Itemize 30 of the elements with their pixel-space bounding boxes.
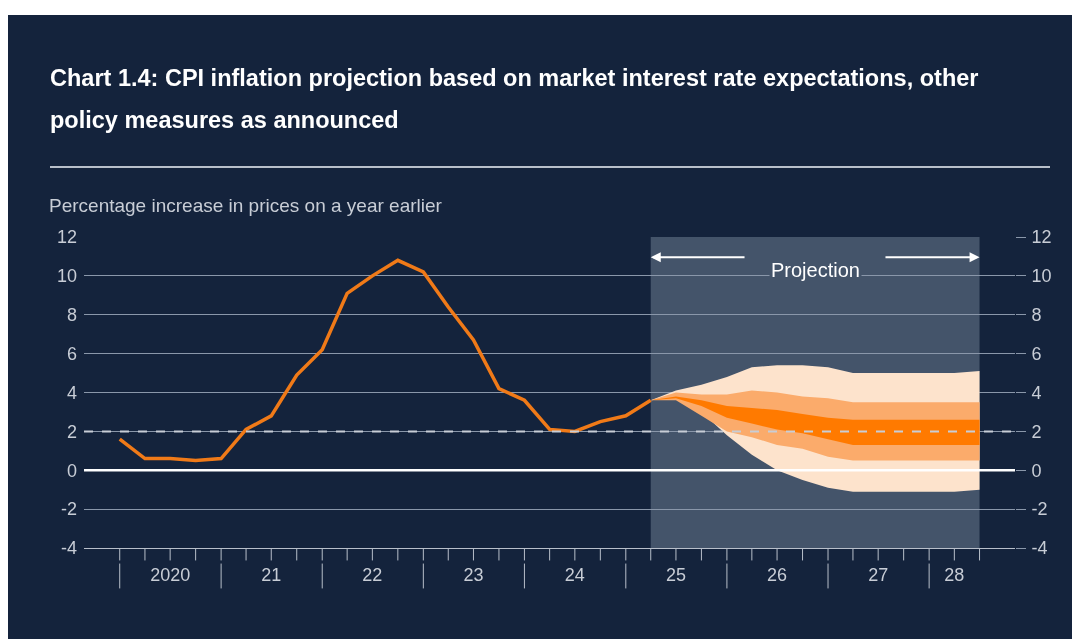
y2-tick-label: 10 bbox=[1031, 266, 1052, 287]
y2-tick-label: 8 bbox=[1031, 305, 1042, 326]
y2-tick-label: -4 bbox=[1031, 538, 1048, 559]
y-axis-title: Percentage increase in prices on a year earlier bbox=[49, 195, 443, 216]
x-tick-label: 2020 bbox=[150, 565, 191, 585]
y2-tick-label: 12 bbox=[1031, 227, 1052, 248]
x-tick-label: 25 bbox=[665, 565, 686, 585]
y2-tick-label: 6 bbox=[1031, 343, 1042, 364]
y-tick-label: 0 bbox=[66, 460, 77, 481]
y2-tick-label: 0 bbox=[1031, 460, 1042, 481]
y-tick-label: 4 bbox=[66, 382, 77, 403]
chart-title: Chart 1.4: CPI inflation projection based on market interest rate expectations, other policy measures as announced bbox=[50, 64, 980, 135]
x-tick-label: 26 bbox=[767, 565, 788, 585]
y2-tick-label: 2 bbox=[1031, 421, 1042, 442]
x-tick-label: 28 bbox=[944, 565, 965, 585]
x-tick-label: 27 bbox=[868, 565, 889, 585]
x-tick-label: 23 bbox=[463, 565, 484, 585]
y-tick-label: 2 bbox=[66, 421, 77, 442]
x-tick-label: 21 bbox=[261, 565, 282, 585]
y-tick-label: 12 bbox=[56, 227, 77, 248]
y2-tick-label: 4 bbox=[1031, 382, 1042, 403]
y2-tick-label: -2 bbox=[1031, 499, 1048, 520]
x-tick-label: 24 bbox=[564, 565, 585, 585]
band-label: Projection bbox=[771, 259, 860, 281]
y-tick-label: -2 bbox=[60, 499, 77, 520]
y-tick-label: 10 bbox=[56, 266, 77, 287]
x-tick-label: 22 bbox=[362, 565, 383, 585]
y-tick-label: 8 bbox=[66, 305, 77, 326]
y-tick-label: -4 bbox=[60, 538, 77, 559]
y-tick-label: 6 bbox=[66, 343, 77, 364]
